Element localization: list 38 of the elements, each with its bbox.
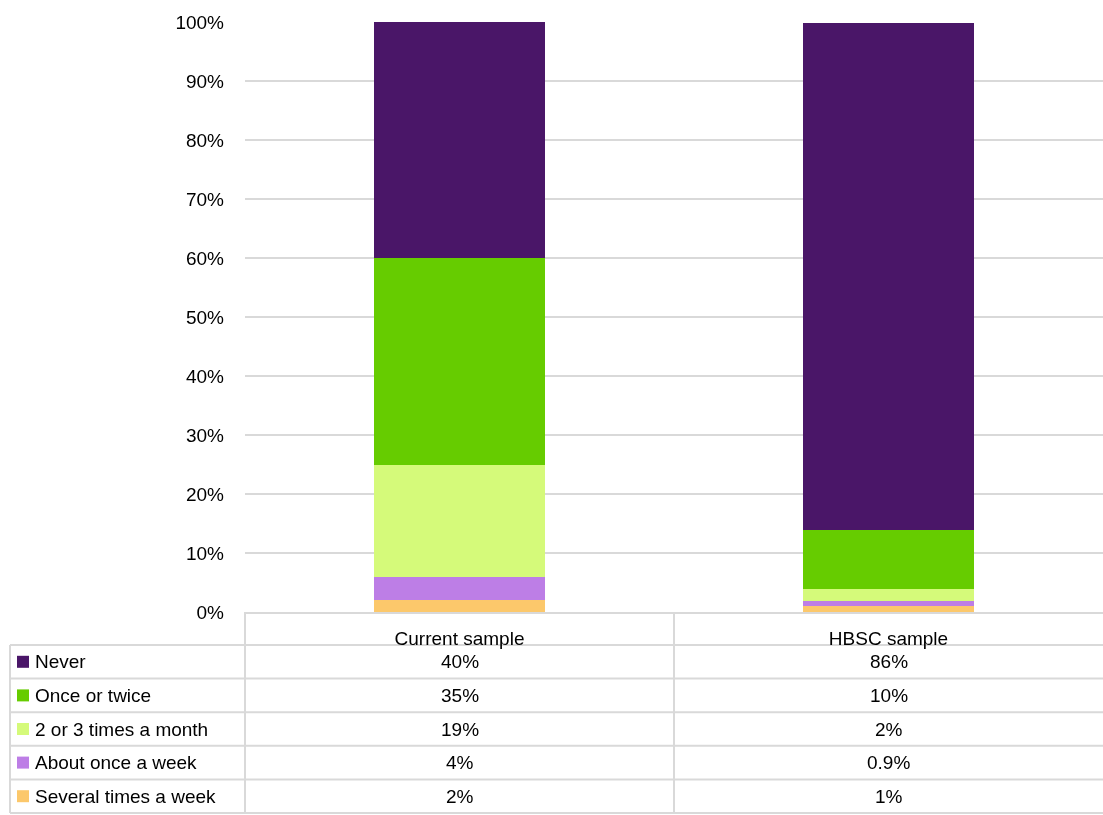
bar — [373, 576, 546, 601]
data-label: 35% — [441, 685, 480, 706]
data-label: 0.9% — [867, 752, 911, 773]
data-label: 1% — [875, 786, 903, 807]
bar — [802, 606, 975, 612]
bar — [373, 258, 546, 465]
data-label: 19% — [441, 719, 480, 740]
data-label: 4% — [446, 752, 474, 773]
bar — [802, 588, 975, 601]
legend-label: 2 or 3 times a month — [35, 719, 209, 740]
y-tick-label: 90% — [185, 70, 225, 92]
y-tick-label: 100% — [175, 11, 225, 33]
data-label: 40% — [441, 651, 480, 672]
bar — [373, 600, 546, 612]
data-label: 2% — [875, 719, 903, 740]
y-tick-label: 10% — [185, 542, 225, 564]
data-label: 2% — [446, 786, 474, 807]
data-label: 10% — [870, 685, 909, 706]
data-label: 86% — [870, 651, 909, 672]
bar — [373, 22, 546, 258]
legend-label: Once or twice — [35, 685, 152, 706]
y-tick-label: 30% — [185, 424, 225, 446]
legend-label: Never — [35, 651, 87, 672]
bar — [802, 22, 975, 530]
x-tick-label: HBSC sample — [828, 627, 949, 649]
legend-label: Several times a week — [35, 786, 217, 807]
legend-label: About once a week — [35, 752, 198, 773]
bar — [373, 464, 546, 577]
x-tick-label: Current sample — [394, 627, 525, 649]
bar — [802, 600, 975, 607]
bar — [802, 529, 975, 589]
y-tick-label: 50% — [185, 306, 225, 328]
y-tick-label: 70% — [185, 188, 225, 210]
y-tick-label: 60% — [185, 247, 225, 269]
y-tick-label: 20% — [185, 483, 225, 505]
y-tick-label: 40% — [185, 365, 225, 387]
y-tick-label: 0% — [196, 601, 225, 623]
y-tick-label: 80% — [185, 129, 225, 151]
